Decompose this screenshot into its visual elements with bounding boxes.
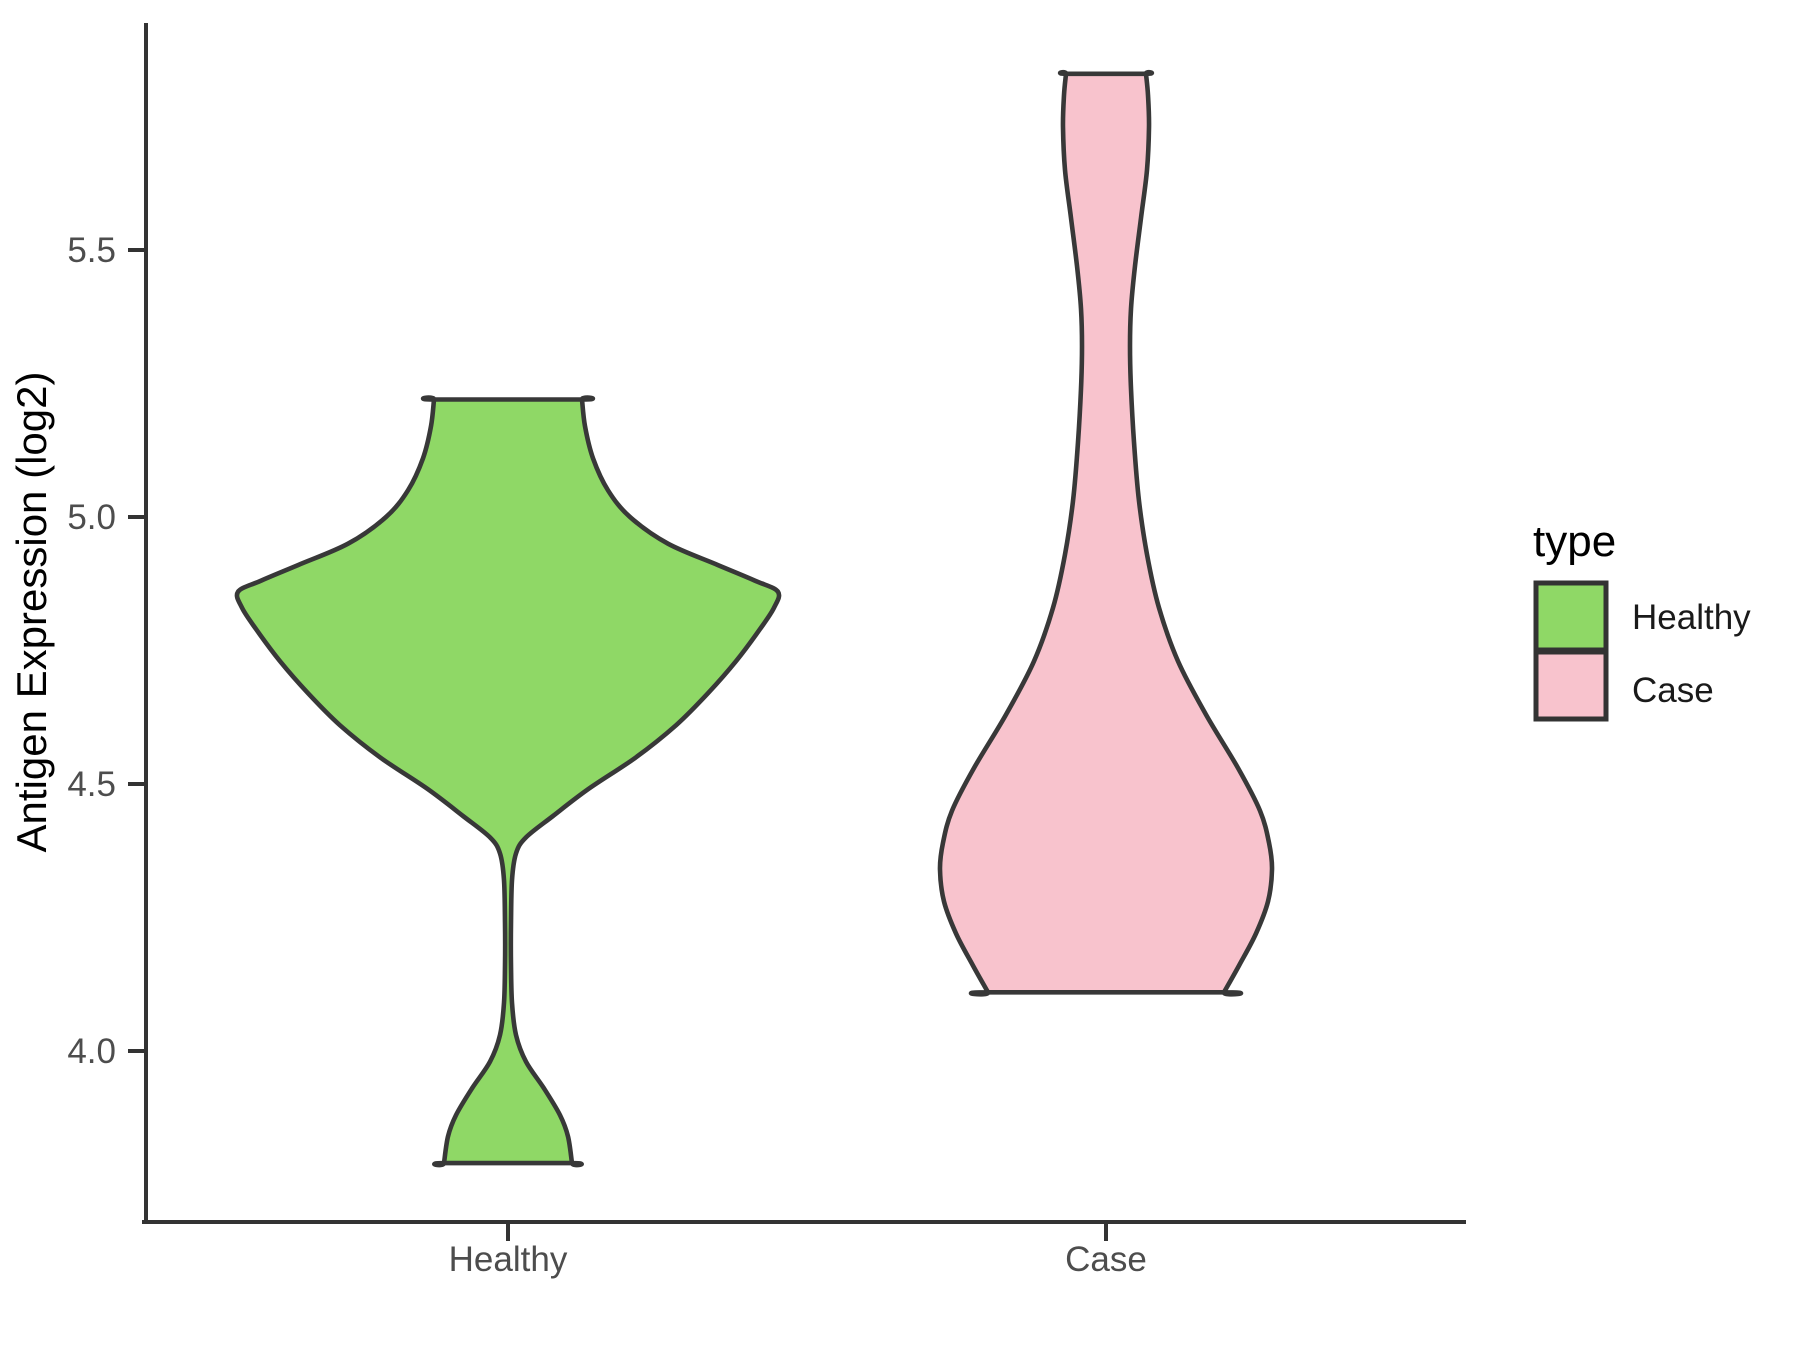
x-tick-label-case: Case bbox=[1065, 1240, 1147, 1279]
violin-healthy bbox=[234, 395, 782, 1168]
y-tick-label: 4.5 bbox=[67, 765, 116, 804]
legend-swatch-case bbox=[1533, 649, 1609, 722]
legend-swatch-healthy bbox=[1533, 580, 1609, 653]
x-tick-label-healthy: Healthy bbox=[449, 1240, 568, 1279]
violin-shapes bbox=[234, 69, 1275, 1168]
y-tick-label: 4.0 bbox=[67, 1032, 116, 1071]
y-axis-ticks: 5.5 5.0 4.5 4.0 bbox=[67, 231, 146, 1071]
legend: type Healthy Case bbox=[1533, 517, 1751, 722]
legend-label-healthy: Healthy bbox=[1632, 598, 1751, 637]
x-axis-ticks bbox=[506, 1222, 1108, 1241]
y-axis-title: Antigen Expression (log2) bbox=[8, 372, 55, 853]
violin-case bbox=[937, 69, 1275, 997]
y-tick-label: 5.0 bbox=[67, 498, 116, 537]
legend-label-case: Case bbox=[1632, 671, 1714, 710]
legend-title: type bbox=[1533, 517, 1616, 566]
y-tick-label: 5.5 bbox=[67, 231, 116, 270]
